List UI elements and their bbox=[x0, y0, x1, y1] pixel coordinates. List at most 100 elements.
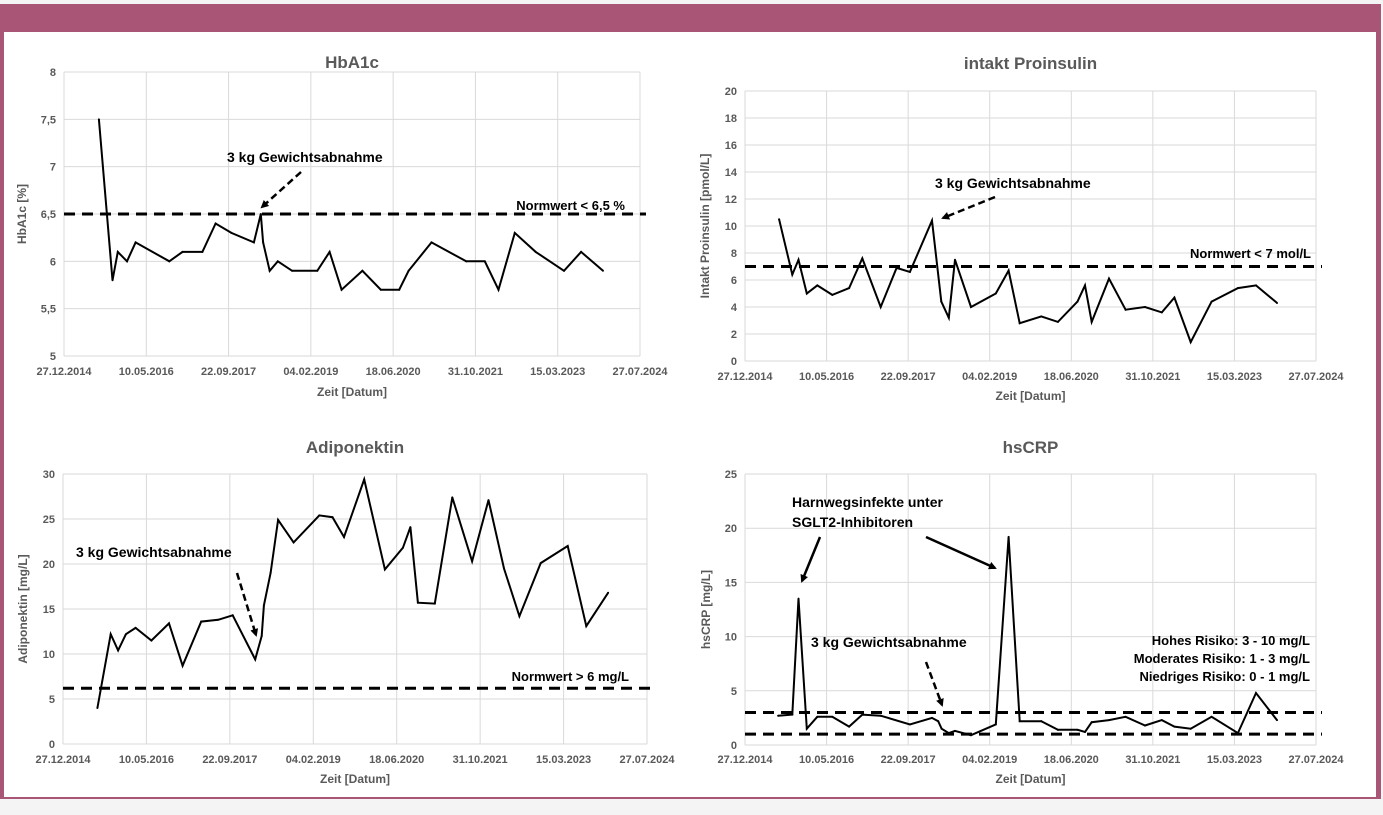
data-series-line bbox=[778, 536, 1278, 737]
data-point bbox=[1040, 315, 1043, 318]
data-point bbox=[1083, 730, 1086, 733]
chart-title: HbA1c bbox=[325, 53, 379, 72]
chart-title: Adiponektin bbox=[306, 438, 404, 457]
data-point bbox=[778, 218, 781, 221]
x-tick-label: 18.06.2020 bbox=[366, 366, 421, 378]
data-point bbox=[117, 649, 120, 652]
data-point bbox=[539, 562, 542, 565]
data-point bbox=[1076, 728, 1079, 731]
data-point bbox=[316, 269, 319, 272]
chart-hba1c: 5 5,5 6 6,5 7 7,5 8 27.12.2014 10.05.2016 22.09.2… bbox=[15, 53, 668, 399]
data-point bbox=[994, 292, 997, 295]
data-series-line bbox=[97, 119, 604, 293]
data-point bbox=[407, 269, 410, 272]
x-tick-label: 27.12.2014 bbox=[717, 754, 773, 766]
y-tick-label: 20 bbox=[725, 86, 737, 98]
y-tick-label: 5 bbox=[49, 694, 55, 706]
y-tick-label: 7,5 bbox=[41, 114, 56, 126]
data-point bbox=[276, 260, 279, 263]
data-point bbox=[797, 258, 800, 261]
x-axis-title: Zeit [Datum] bbox=[317, 385, 387, 399]
data-point bbox=[116, 250, 119, 253]
data-point bbox=[930, 716, 933, 719]
data-point bbox=[848, 725, 851, 728]
y-tick-label: 15 bbox=[43, 604, 55, 616]
x-tick-label: 18.06.2020 bbox=[1044, 754, 1099, 766]
data-point bbox=[816, 284, 819, 287]
data-point bbox=[200, 620, 203, 623]
data-point bbox=[269, 572, 272, 574]
x-tick-label: 04.02.2019 bbox=[286, 754, 341, 766]
data-point bbox=[167, 622, 170, 625]
annotation-arrow-icon bbox=[925, 535, 997, 570]
data-point bbox=[805, 292, 808, 295]
annotation-text: 3 kg Gewichtsabnahme bbox=[76, 544, 232, 560]
x-tick-label: 27.12.2014 bbox=[717, 371, 773, 383]
data-point bbox=[1076, 300, 1079, 303]
data-point bbox=[342, 536, 345, 538]
y-tick-label: 0 bbox=[731, 356, 737, 368]
data-point bbox=[109, 633, 112, 636]
y-tick-label: 0 bbox=[49, 739, 55, 751]
y-tick-label: 18 bbox=[725, 113, 737, 125]
data-point bbox=[601, 269, 604, 272]
x-tick-label: 18.06.2020 bbox=[1044, 371, 1099, 383]
data-point bbox=[497, 288, 500, 291]
chart-title: hsCRP bbox=[1003, 438, 1059, 457]
y-tick-label: 20 bbox=[43, 559, 55, 571]
data-point bbox=[1083, 284, 1086, 287]
data-point bbox=[217, 618, 220, 621]
annotation-text: Niedriges Risiko: 0 - 1 mg/L bbox=[1140, 669, 1311, 684]
data-point bbox=[126, 260, 129, 263]
y-tick-label: 16 bbox=[725, 140, 737, 152]
data-point bbox=[134, 241, 137, 244]
x-tick-label: 22.09.2017 bbox=[201, 366, 256, 378]
data-point bbox=[908, 723, 911, 726]
data-point bbox=[268, 269, 271, 272]
data-point bbox=[1276, 301, 1279, 304]
data-point bbox=[409, 526, 412, 529]
x-tick-label: 31.10.2021 bbox=[448, 366, 503, 378]
chart-hscrp: 0 5 10 15 20 25 27.12.2014 10.05.2016 22.09.2017… bbox=[699, 438, 1344, 786]
data-point bbox=[1018, 720, 1021, 723]
data-point bbox=[383, 568, 386, 571]
x-tick-label: 31.10.2021 bbox=[453, 754, 508, 766]
annotation-arrow-icon bbox=[800, 536, 822, 583]
data-point bbox=[1173, 725, 1176, 728]
data-point bbox=[214, 222, 217, 225]
y-tick-label: 30 bbox=[43, 469, 55, 481]
y-tick-label: 20 bbox=[725, 523, 737, 535]
data-point bbox=[1210, 715, 1213, 718]
data-point bbox=[379, 288, 382, 291]
data-point bbox=[1276, 719, 1279, 722]
data-point bbox=[1173, 296, 1176, 299]
reference-label: Normwert < 6,5 % bbox=[516, 198, 625, 213]
data-point bbox=[1090, 320, 1093, 323]
data-point bbox=[1107, 277, 1110, 280]
data-point bbox=[861, 257, 864, 260]
data-point bbox=[816, 715, 819, 718]
y-tick-label: 4 bbox=[731, 302, 738, 314]
y-axis-title: Intakt Proinsulin [pmol/L] bbox=[698, 154, 712, 299]
annotation-text: 3 kg Gewichtsabnahme bbox=[811, 634, 967, 650]
annotation-arrow-icon bbox=[941, 195, 996, 220]
data-point bbox=[1236, 732, 1239, 735]
y-tick-label: 8 bbox=[50, 67, 56, 79]
data-point bbox=[831, 293, 834, 296]
data-point bbox=[1189, 341, 1192, 344]
data-point bbox=[401, 546, 404, 549]
data-point bbox=[585, 625, 588, 628]
data-point bbox=[1210, 300, 1213, 303]
data-point bbox=[1236, 287, 1239, 290]
data-point bbox=[940, 727, 943, 730]
data-point bbox=[930, 219, 933, 222]
data-point bbox=[831, 715, 834, 718]
y-tick-label: 2 bbox=[731, 329, 737, 341]
data-point bbox=[252, 241, 255, 244]
y-tick-label: 6 bbox=[50, 256, 56, 268]
data-point bbox=[398, 288, 401, 291]
chart-adiponektin: 0 5 10 15 20 25 30 27.12.2014 10.05.2016 22.09.20… bbox=[16, 438, 675, 786]
data-point bbox=[791, 273, 794, 276]
y-tick-label: 7 bbox=[50, 162, 56, 174]
data-point bbox=[848, 287, 851, 290]
